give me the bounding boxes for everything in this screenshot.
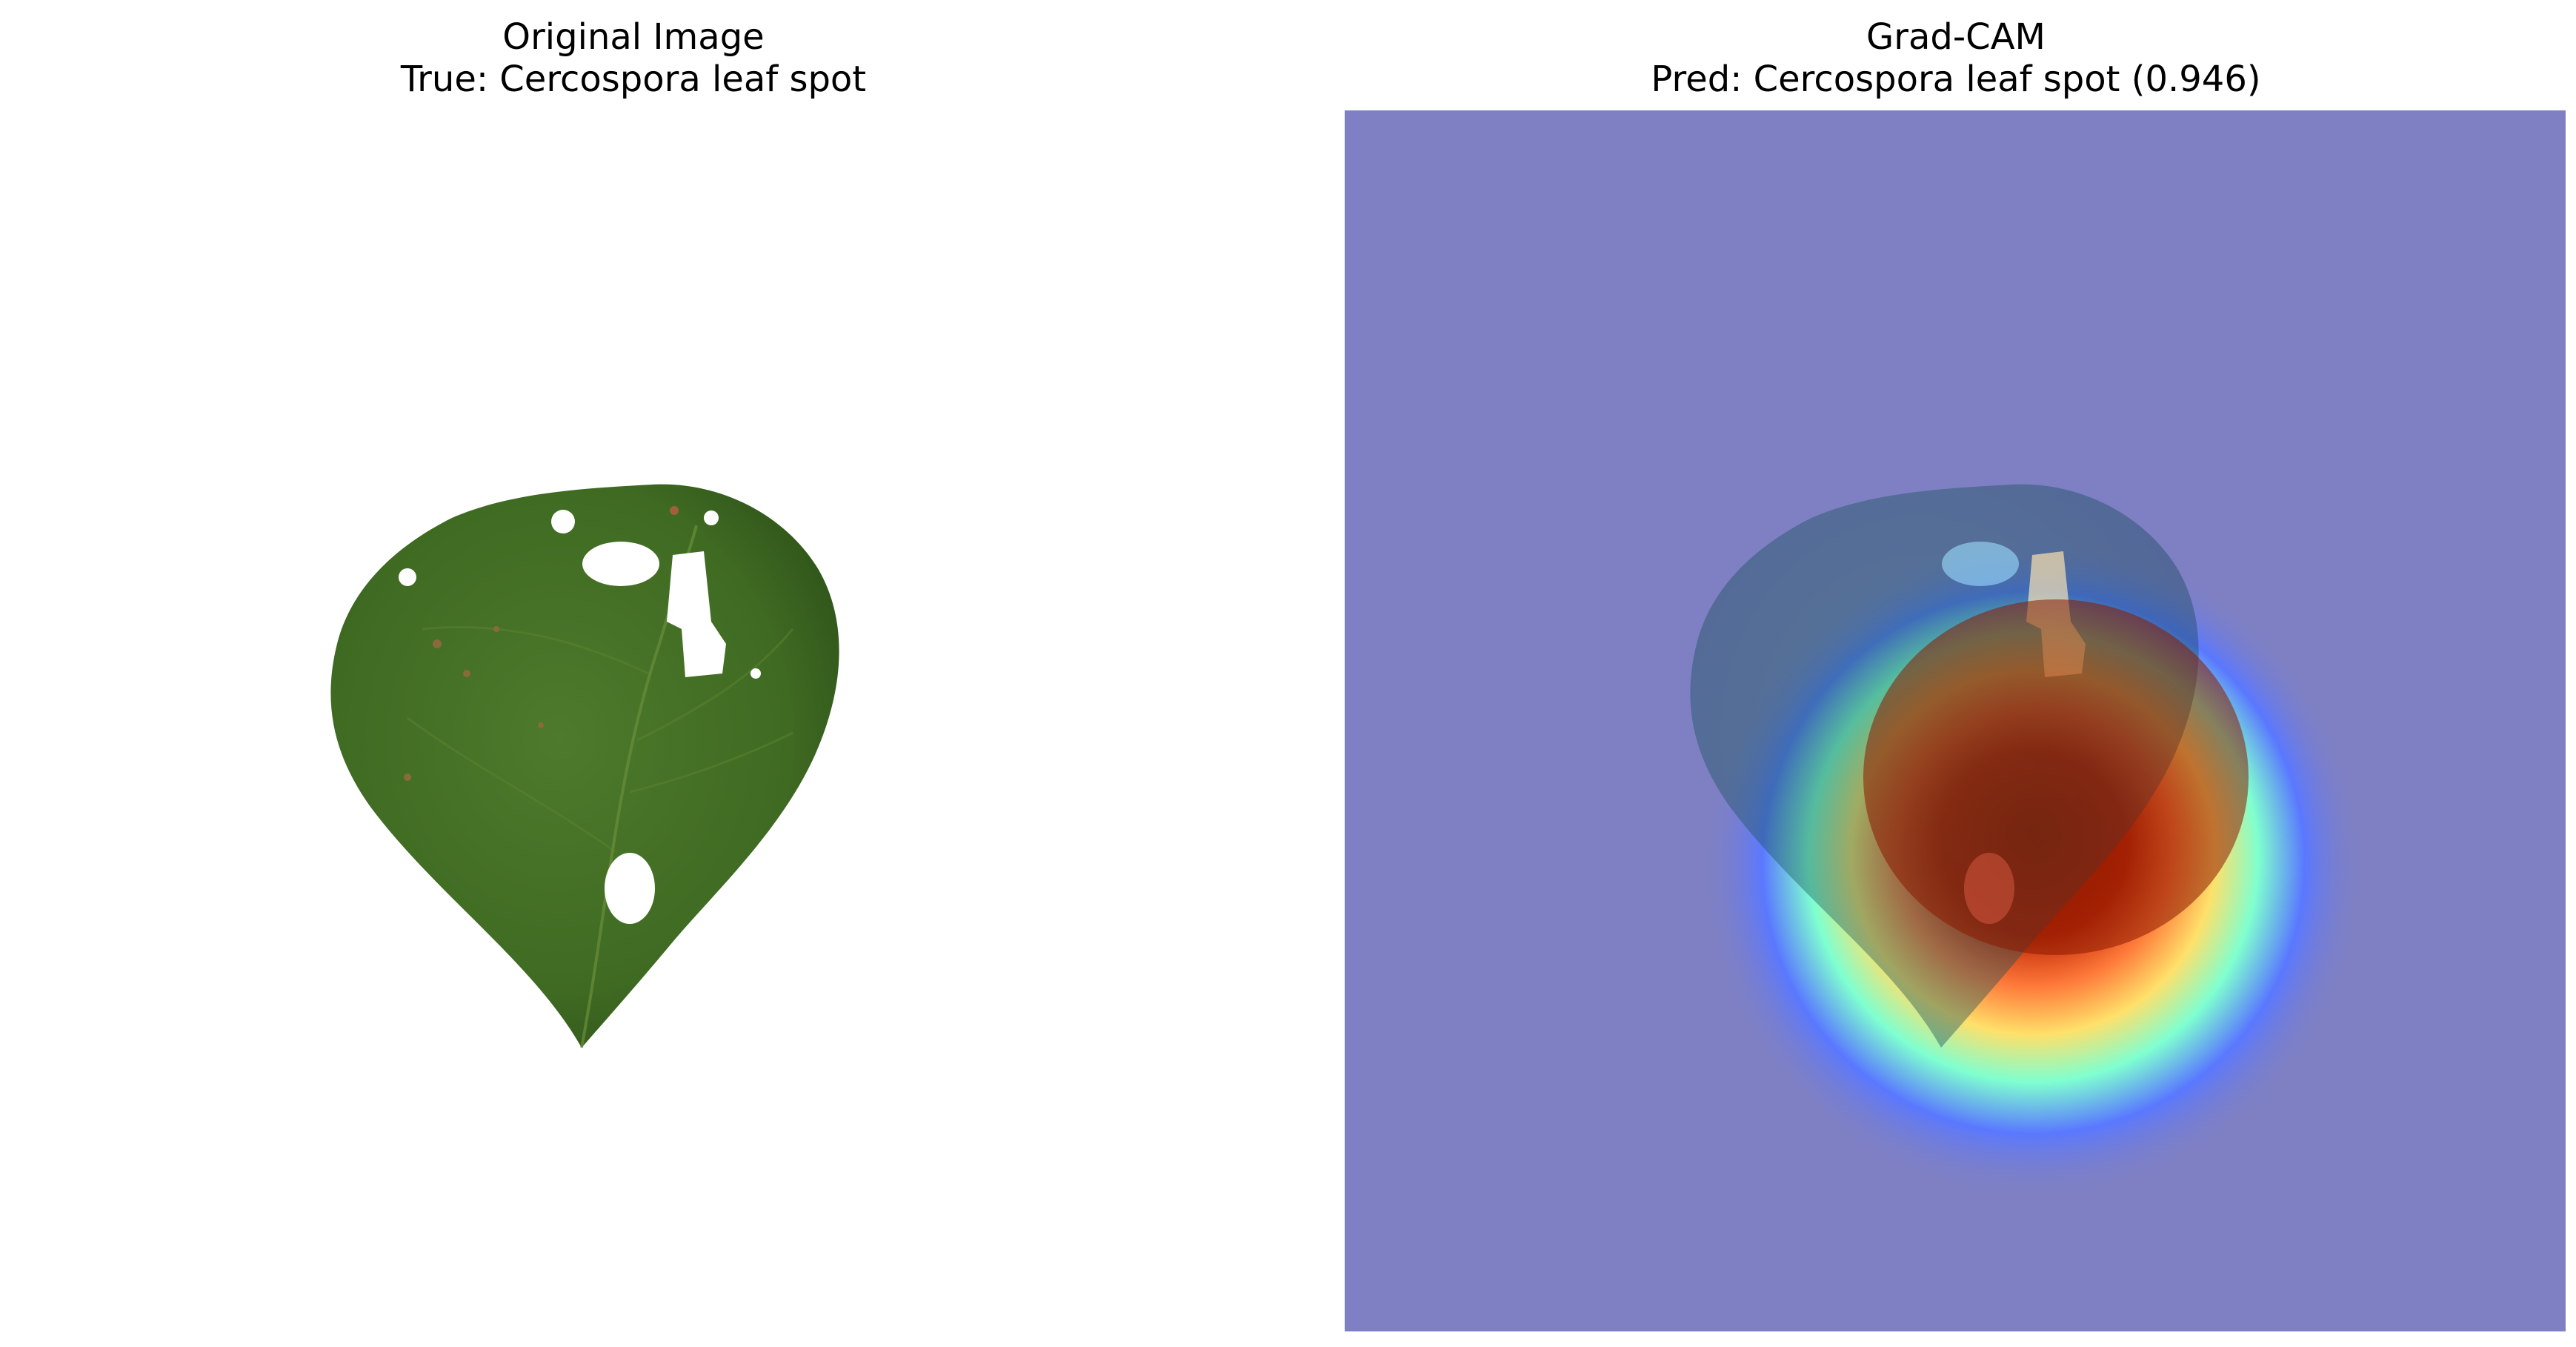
right-panel-title: Grad-CAM Pred: Cercospora leaf spot (0.9… (1345, 16, 2567, 101)
heatmap-core (1863, 599, 2249, 955)
left-title-line2: True: Cercospora leaf spot (400, 59, 867, 100)
original-leaf-image (22, 110, 1243, 1331)
leaf-shape (330, 484, 839, 1048)
gradcam-overlay-image (1345, 110, 2566, 1331)
right-title-line1: Grad-CAM (1866, 16, 2046, 58)
left-title-line1: Original Image (502, 16, 765, 58)
right-title-line2: Pred: Cercospora leaf spot (0.946) (1651, 59, 2261, 100)
left-panel-title: Original Image True: Cercospora leaf spo… (22, 16, 1245, 101)
